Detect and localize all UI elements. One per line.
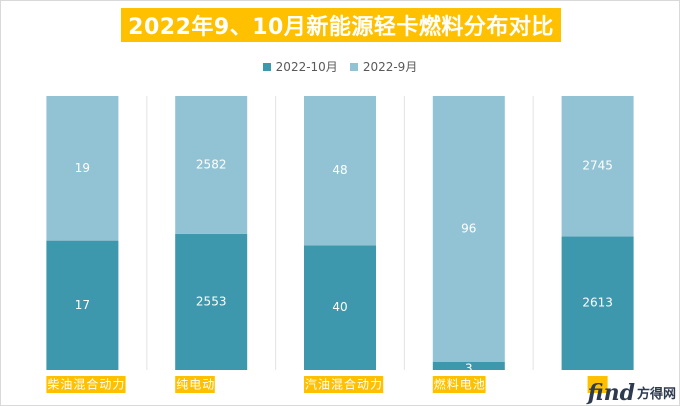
bar-segment-oct: [46, 240, 119, 370]
legend-label-series-0: 2022-10月: [275, 60, 338, 74]
data-label: 19: [75, 161, 90, 175]
category-label-bg: [432, 376, 486, 393]
bar-segment-sep: [304, 96, 376, 246]
legend-item-series-1: 2022-9月: [349, 58, 418, 75]
bar-segment-sep: [175, 96, 248, 234]
chart-title-box: 2022年9、10月新能源轻卡燃料分布对比: [121, 8, 561, 42]
chart-title: 2022年9、10月新能源轻卡燃料分布对比: [128, 15, 554, 40]
data-label: 40: [332, 300, 347, 314]
bar-segment-oct: [432, 361, 505, 370]
chart-legend: 2022-10月 2022-9月: [0, 58, 680, 75]
category-label: 燃料电池: [434, 377, 486, 392]
watermark: find 方得网: [588, 382, 676, 404]
bar-segment-sep: [46, 96, 119, 241]
data-label: 2745: [582, 159, 613, 173]
data-label: 2582: [196, 157, 227, 171]
category-label-bg: [175, 376, 215, 393]
category-label-bg: [587, 376, 608, 393]
legend-swatch-series-0: [262, 62, 271, 71]
legend-item-series-0: 2022-10月: [262, 58, 338, 75]
bar-segment-oct: [304, 245, 376, 370]
category-label: 汽油混合动力: [305, 377, 383, 392]
data-label: 17: [75, 298, 90, 312]
legend-swatch-series-1: [349, 62, 358, 71]
bar-segment-sep: [432, 96, 505, 362]
watermark-text: 方得网: [636, 387, 676, 403]
category-label-bg: [46, 376, 126, 393]
category-label: 纯电动: [176, 378, 215, 392]
bar-segment-sep: [561, 96, 634, 237]
data-label: 2613: [582, 296, 613, 310]
data-label: 48: [332, 163, 347, 177]
data-label: 3: [465, 362, 473, 376]
data-label: 2553: [196, 294, 227, 308]
category-label-bg: [304, 376, 384, 393]
legend-label-series-1: 2022-9月: [362, 60, 418, 74]
data-label: 96: [461, 221, 476, 235]
watermark-logo: find: [587, 380, 635, 406]
category-label: 柴油混合动力: [47, 377, 125, 392]
bar-segment-oct: [175, 233, 248, 370]
bar-segment-oct: [561, 236, 634, 370]
